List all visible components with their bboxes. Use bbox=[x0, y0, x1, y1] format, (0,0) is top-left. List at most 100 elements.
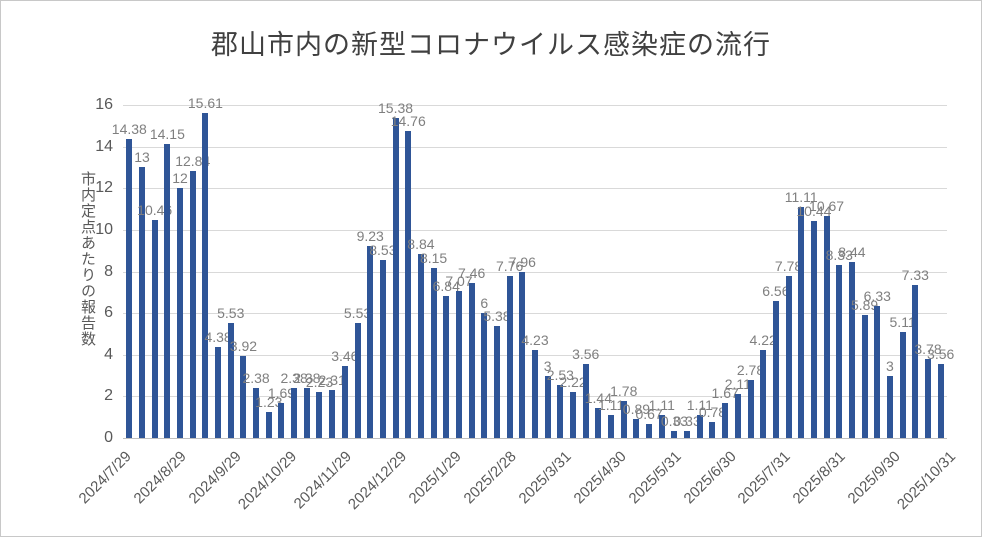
bar bbox=[646, 424, 653, 438]
bar bbox=[341, 365, 348, 438]
bar bbox=[354, 322, 361, 438]
bar-value-label: 5.89 bbox=[850, 297, 879, 314]
y-axis-tick-label: 6 bbox=[104, 304, 113, 322]
bar bbox=[278, 402, 285, 438]
bar bbox=[139, 167, 145, 438]
bar-value-label: 2.23 bbox=[305, 373, 334, 390]
bar-value-label: 7.76 bbox=[496, 258, 524, 275]
bar-value-label: 3.56 bbox=[927, 345, 955, 362]
bar-value-label: 2.31 bbox=[318, 371, 346, 388]
x-axis-tick-label: 2025/7/31 bbox=[735, 448, 795, 508]
bar bbox=[493, 326, 500, 438]
bar bbox=[379, 260, 386, 438]
bar bbox=[329, 389, 336, 438]
bar-value-label: 1.44 bbox=[584, 390, 612, 407]
bar bbox=[189, 170, 196, 438]
gridline bbox=[123, 146, 947, 148]
bar bbox=[671, 431, 678, 438]
y-axis-tick-label: 16 bbox=[95, 96, 113, 113]
bar-value-label: 13 bbox=[134, 149, 150, 166]
bar-value-label: 2.78 bbox=[736, 362, 765, 379]
bar-value-label: 2.38 bbox=[293, 370, 321, 387]
bar bbox=[544, 375, 551, 438]
bar bbox=[582, 363, 589, 438]
bar-value-label: 10.44 bbox=[796, 202, 832, 219]
bar bbox=[772, 301, 779, 438]
bar bbox=[861, 315, 868, 438]
x-axis-tick-label: 2025/8/31 bbox=[789, 448, 850, 508]
bar bbox=[532, 349, 538, 438]
bar bbox=[291, 388, 298, 438]
bar-value-label: 7.96 bbox=[508, 254, 536, 271]
bar-value-label: 6 bbox=[480, 295, 489, 312]
bar-value-label: 6.84 bbox=[432, 277, 460, 294]
bar bbox=[709, 421, 716, 438]
x-axis-tick-label: 2025/10/31 bbox=[893, 448, 960, 514]
bar-value-label: 15.61 bbox=[187, 95, 223, 112]
bar bbox=[215, 346, 222, 438]
bar bbox=[557, 385, 564, 438]
bar-value-label: 9.23 bbox=[356, 227, 384, 244]
bar bbox=[696, 414, 703, 438]
bar bbox=[658, 414, 665, 438]
bar-value-label: 0.33 bbox=[673, 413, 701, 430]
bar-value-label: 3.78 bbox=[914, 341, 942, 358]
bar-value-label: 6.56 bbox=[762, 283, 790, 300]
x-axis-tick-label: 2025/1/29 bbox=[405, 448, 465, 508]
bar-value-label: 5.11 bbox=[889, 313, 916, 330]
bar-value-label: 4.38 bbox=[204, 328, 232, 345]
bar-value-label: 7.78 bbox=[774, 258, 803, 275]
bar-value-label: 7.33 bbox=[901, 267, 929, 284]
bar-value-label: 4.23 bbox=[521, 331, 549, 348]
bar-value-label: 3.56 bbox=[572, 345, 600, 362]
bar bbox=[202, 113, 209, 438]
x-axis-tick-label: 2024/12/29 bbox=[344, 448, 410, 514]
bar bbox=[430, 268, 437, 438]
bar bbox=[443, 295, 450, 438]
bar-value-label: 0.89 bbox=[622, 401, 651, 418]
bar bbox=[798, 206, 805, 438]
bar-value-label: 10.67 bbox=[809, 197, 845, 214]
bar bbox=[481, 313, 488, 438]
bar bbox=[177, 188, 184, 438]
bar-value-label: 6.33 bbox=[863, 288, 891, 305]
bar-value-label: 1.69 bbox=[267, 384, 296, 401]
bar-value-label: 8.53 bbox=[369, 242, 397, 259]
bar bbox=[253, 388, 260, 438]
bar-value-label: 1.11 bbox=[597, 396, 625, 413]
y-axis-tick-label: 2 bbox=[104, 387, 113, 405]
bar bbox=[620, 400, 627, 438]
bar-value-label: 7.07 bbox=[445, 272, 473, 289]
y-axis-tick-label: 4 bbox=[104, 345, 113, 363]
bar-value-label: 2.53 bbox=[546, 367, 574, 384]
bar bbox=[722, 403, 729, 438]
x-axis-tick-label: 2024/8/29 bbox=[130, 448, 190, 508]
bar bbox=[899, 331, 906, 438]
bar bbox=[823, 215, 830, 438]
bar bbox=[468, 282, 475, 438]
bar bbox=[240, 356, 247, 438]
x-axis-tick-label: 2025/5/31 bbox=[625, 448, 685, 508]
bar-value-label: 5.53 bbox=[343, 304, 372, 321]
bar-value-label: 5.53 bbox=[217, 304, 245, 321]
bar bbox=[151, 220, 158, 438]
bar-value-label: 3.92 bbox=[229, 338, 258, 355]
bar bbox=[924, 359, 931, 438]
bar bbox=[912, 285, 919, 438]
bar bbox=[506, 276, 513, 438]
bar bbox=[164, 143, 171, 438]
gridline bbox=[123, 188, 947, 190]
bar bbox=[810, 220, 817, 438]
bar bbox=[570, 391, 577, 438]
bar bbox=[937, 363, 944, 438]
bar-value-label: 4.22 bbox=[749, 332, 777, 349]
bar bbox=[760, 350, 767, 438]
x-axis-tick-label: 2024/7/29 bbox=[75, 448, 136, 508]
bar bbox=[734, 394, 741, 438]
y-axis-tick-label: 12 bbox=[95, 179, 113, 197]
chart-title: 郡山市内の新型コロナウイルス感染症の流行 bbox=[211, 30, 771, 60]
bar bbox=[608, 414, 615, 438]
bar-value-label: 3 bbox=[543, 357, 552, 374]
